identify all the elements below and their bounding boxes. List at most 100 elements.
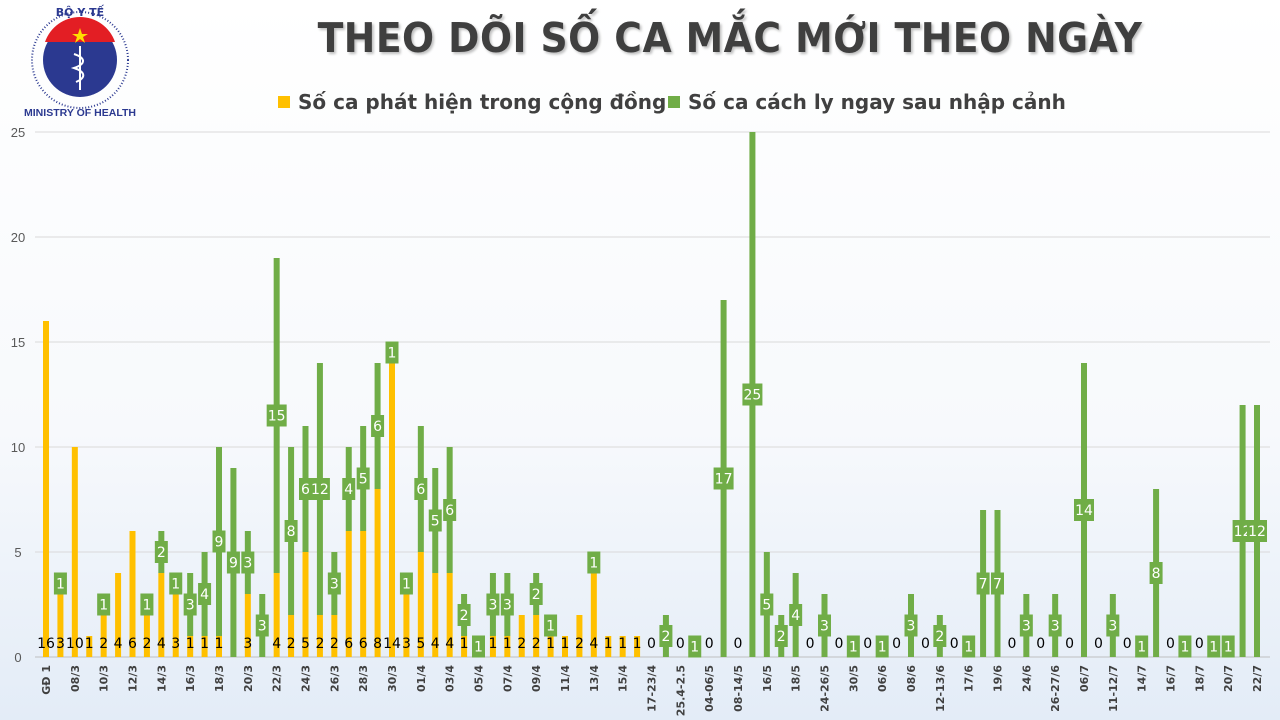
label-quarantine: 3 [330, 577, 339, 593]
label-community: 2 [99, 636, 108, 652]
label-community: 4 [431, 636, 440, 652]
label-quarantine: 1 [402, 577, 411, 593]
chart-title: THEO DÕI SỐ CA MẮC MỚI THEO NGÀY [317, 14, 1143, 62]
label-community: 0 [734, 636, 743, 652]
label-community: 1 [460, 636, 469, 652]
label-quarantine: 8 [287, 524, 296, 540]
label-quarantine: 7 [979, 577, 988, 593]
label-quarantine: 2 [460, 608, 469, 624]
ministry-of-health-logo: BỘ Y TẾ MINISTRY OF HEALTH [22, 4, 138, 120]
label-community: 3 [243, 636, 252, 652]
label-community: 6 [344, 636, 353, 652]
bar-community [345, 531, 352, 657]
label-quarantine: 3 [820, 619, 829, 635]
x-tick-label: 14/3 [155, 665, 168, 692]
label-community: 1 [618, 636, 627, 652]
x-tick-label: 16/7 [1165, 665, 1178, 692]
label-box-quarantine [1019, 614, 1033, 637]
label-community: 1 [633, 636, 642, 652]
label-quarantine: 5 [762, 598, 771, 614]
label-quarantine: 1 [99, 598, 108, 614]
label-community: 5 [301, 636, 310, 652]
label-community: 0 [892, 636, 901, 652]
label-box-quarantine [472, 635, 485, 658]
label-box-quarantine [414, 478, 428, 500]
label-quarantine: 1 [171, 577, 180, 593]
label-quarantine: 6 [373, 419, 382, 435]
bar-community [417, 552, 424, 657]
bar-community [634, 636, 641, 657]
label-box-quarantine [140, 593, 154, 616]
x-tick-label: 26/3 [328, 665, 341, 692]
y-tick-label: 15 [11, 335, 25, 350]
label-community: 4 [157, 636, 166, 652]
label-community: 1 [604, 636, 613, 652]
legend-swatch-quarantine [668, 96, 680, 108]
bar-community [273, 573, 280, 657]
label-quarantine: 1 [849, 640, 858, 656]
x-tick-label: 22/3 [271, 665, 284, 692]
label-community: 16 [37, 636, 55, 652]
label-community: 2 [517, 636, 526, 652]
label-quarantine: 1 [589, 556, 598, 572]
label-quarantine: 12 [1248, 524, 1266, 540]
label-box-quarantine [818, 614, 831, 637]
y-tick-label: 20 [11, 230, 25, 245]
label-quarantine: 3 [186, 598, 195, 614]
label-box-quarantine [760, 593, 774, 616]
x-tick-label: 30/5 [847, 665, 860, 692]
x-tick-label: 03/4 [444, 665, 457, 692]
label-box-quarantine [1207, 635, 1221, 658]
label-community: 0 [1195, 636, 1204, 652]
label-community: 2 [575, 636, 584, 652]
x-tick-label: 13/4 [588, 665, 601, 692]
label-quarantine: 3 [1022, 619, 1031, 635]
x-tick-label: 20/3 [242, 665, 255, 692]
bar-community [504, 636, 511, 657]
bar-community [316, 615, 323, 657]
x-tick-label: 25.4-2.5 [674, 665, 687, 716]
label-community: 0 [1123, 636, 1132, 652]
label-box-quarantine [1221, 635, 1235, 658]
label-quarantine: 17 [715, 472, 733, 488]
label-box-quarantine [713, 467, 734, 490]
x-tick-label: 09/4 [530, 665, 543, 692]
x-tick-label: 28/3 [357, 665, 370, 692]
x-tick-label: 12/3 [127, 665, 140, 692]
bar-community [562, 636, 568, 657]
x-tick-label: 06/6 [876, 665, 889, 692]
label-quarantine: 2 [532, 587, 541, 603]
label-community: 6 [359, 636, 368, 652]
y-tick-label: 10 [11, 440, 25, 455]
label-box-quarantine [97, 593, 111, 616]
label-community: 10 [66, 636, 84, 652]
bar-community [216, 636, 222, 657]
legend-community: Số ca phát hiện trong cộng đồng [278, 90, 666, 114]
x-tick-label: 24-26/5 [819, 665, 832, 712]
bar-community [533, 615, 540, 657]
label-box-quarantine [659, 625, 673, 647]
y-tick-label: 0 [14, 650, 21, 665]
legend-quarantine: Số ca cách ly ngay sau nhập cảnh [668, 90, 1066, 114]
label-community: 0 [834, 636, 843, 652]
x-tick-label: 17-23/4 [646, 665, 659, 712]
bar-community [619, 636, 626, 657]
label-quarantine: 4 [200, 587, 209, 603]
bar-community [518, 615, 525, 657]
label-quarantine: 1 [690, 640, 699, 656]
x-tick-label: GĐ 1 [40, 665, 53, 695]
label-box-quarantine [846, 635, 860, 658]
label-box-quarantine [385, 341, 399, 364]
bar-community [446, 573, 453, 657]
x-tick-label: 18/5 [790, 665, 803, 692]
x-tick-label: 12-13/6 [934, 665, 947, 712]
x-tick-label: 16/3 [184, 665, 197, 692]
bar-community [288, 615, 295, 657]
label-community: 2 [142, 636, 151, 652]
bar-community [374, 489, 381, 657]
label-box-quarantine [991, 572, 1004, 595]
label-quarantine: 2 [935, 629, 944, 645]
label-box-quarantine [212, 530, 226, 553]
label-community: 1 [561, 636, 570, 652]
